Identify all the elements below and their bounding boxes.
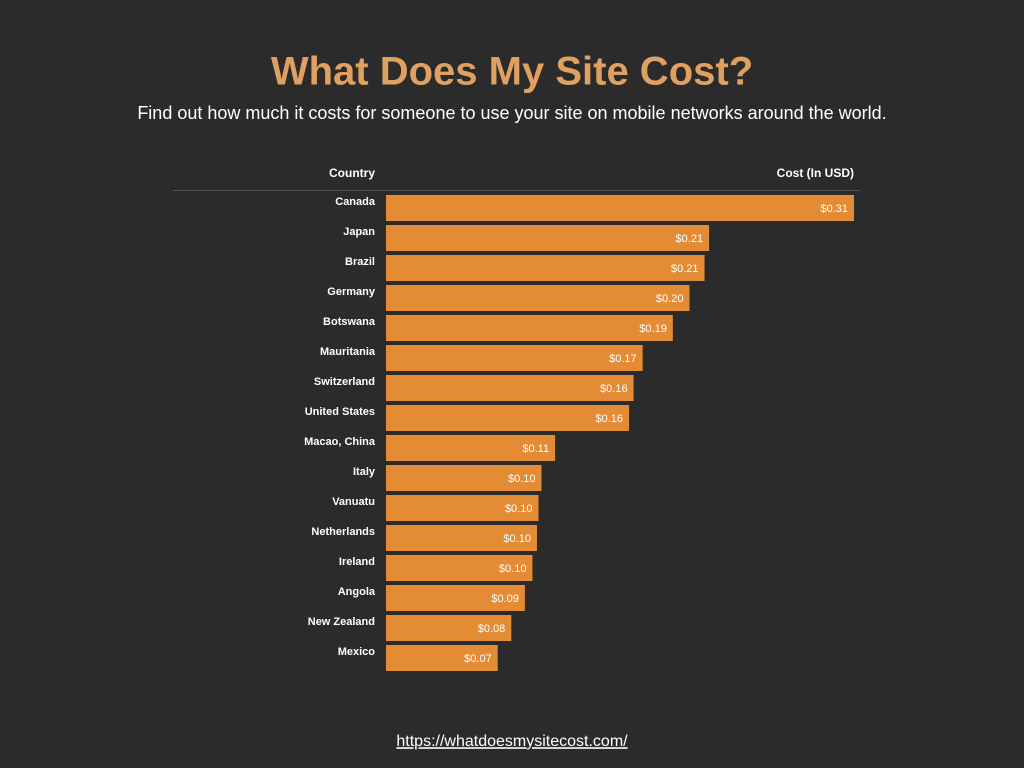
value-label: $0.10: [505, 503, 533, 515]
category-label: Italy: [353, 466, 376, 478]
bar: [386, 465, 542, 491]
chart-title: What Does My Site Cost?: [271, 50, 753, 94]
bar: [386, 555, 533, 581]
category-label: Macao, China: [304, 436, 376, 448]
bar: [386, 405, 630, 431]
category-label: Canada: [335, 196, 376, 208]
category-label: Ireland: [339, 556, 375, 568]
footer-link[interactable]: https://whatdoesmysitecost.com/: [396, 733, 628, 750]
value-label: $0.20: [656, 293, 684, 305]
bar: [386, 285, 690, 311]
bar: [386, 315, 673, 341]
bar: [386, 345, 643, 371]
bar: [386, 585, 525, 611]
category-label: Japan: [343, 226, 375, 238]
bar: [386, 435, 556, 461]
bar: [386, 375, 634, 401]
bar: [386, 195, 854, 221]
category-label: Germany: [327, 286, 376, 298]
category-label: Netherlands: [311, 526, 375, 538]
bar: [386, 225, 710, 251]
category-label: United States: [305, 406, 375, 418]
bar: [386, 255, 705, 281]
column-header: Country: [329, 166, 375, 180]
bar: [386, 615, 512, 641]
value-label: $0.09: [491, 593, 519, 605]
category-label: Mexico: [338, 646, 376, 658]
value-label: $0.16: [596, 413, 624, 425]
value-label: $0.16: [600, 383, 628, 395]
value-label: $0.19: [639, 323, 667, 335]
value-label: $0.31: [820, 203, 848, 215]
bar: [386, 525, 537, 551]
value-label: $0.10: [508, 473, 536, 485]
category-label: Vanuatu: [332, 496, 375, 508]
bar: [386, 645, 498, 671]
value-label: $0.10: [499, 563, 527, 575]
value-label: $0.17: [609, 353, 637, 365]
category-label: Brazil: [345, 256, 375, 268]
value-label: $0.07: [464, 653, 492, 665]
value-label: $0.11: [522, 443, 549, 455]
category-label: Mauritania: [320, 346, 376, 358]
value-label: $0.21: [676, 233, 704, 245]
chart-subtitle: Find out how much it costs for someone t…: [137, 103, 886, 123]
value-label: $0.08: [478, 623, 506, 635]
category-label: Switzerland: [314, 376, 375, 388]
value-label: $0.10: [503, 533, 531, 545]
category-label: New Zealand: [308, 616, 375, 628]
column-header: Cost (In USD): [777, 166, 854, 180]
bar: [386, 495, 539, 521]
category-label: Angola: [338, 586, 376, 598]
value-label: $0.21: [671, 263, 699, 275]
category-label: Botswana: [323, 316, 376, 328]
